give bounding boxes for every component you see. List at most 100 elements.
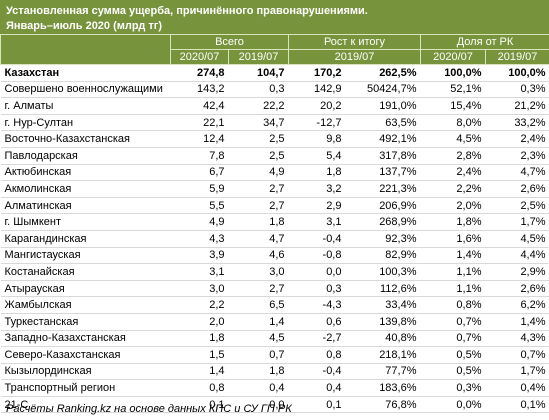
cell: 82,9% — [345, 247, 421, 265]
cell: 4,5 — [228, 330, 289, 348]
group-header: Доля от РК — [419, 34, 549, 50]
cell: 4,3 — [170, 230, 229, 248]
table-row: Алматинская 5,5 2,7 2,9 206,9% 2,0% 2,5% — [0, 197, 549, 215]
row-label: Павлодарская — [0, 147, 171, 165]
cell: 21,2% — [485, 97, 549, 115]
cell: 1,5 — [170, 346, 229, 364]
table-row: 21-С 0,1 0,0 0,1 76,8% 0,0% 0,1% — [0, 396, 549, 414]
table-row: Актюбинская 6,7 4,9 1,8 137,7% 2,4% 4,7% — [0, 164, 549, 182]
cell: 4,5% — [485, 230, 549, 248]
cell: 2,3% — [485, 147, 549, 165]
cell: 4,7 — [228, 230, 289, 248]
cell: 2,2% — [420, 180, 486, 198]
cell: 1,8 — [288, 164, 346, 182]
cell: 0,3 — [228, 81, 289, 99]
cell: 0,1 — [288, 396, 346, 414]
cell: 4,5% — [420, 130, 486, 148]
table-row: Атырауская 3,0 2,7 0,3 112,6% 1,1% 2,6% — [0, 280, 549, 298]
cell: 2,9% — [485, 263, 549, 281]
row-label: Восточно-Казахстанская — [0, 130, 171, 148]
cell: 77,7% — [345, 363, 421, 381]
table-row: Северо-Казахстанская 1,5 0,7 0,8 218,1% 0,5% 0… — [0, 346, 549, 364]
cell: 191,0% — [345, 97, 421, 115]
subheader: 2019/07 — [228, 49, 289, 65]
row-label: Совершено военнослужащими — [0, 81, 171, 99]
cell: 22,1 — [170, 114, 229, 132]
cell: 1,8 — [228, 363, 289, 381]
cell: 1,1% — [420, 263, 486, 281]
subheader: 2019/07 — [288, 49, 421, 65]
row-label: Алматинская — [0, 197, 171, 215]
cell: 6,5 — [228, 296, 289, 314]
cell: 262,5% — [345, 64, 421, 82]
cell: 0,7% — [485, 346, 549, 364]
cell: 5,9 — [170, 180, 229, 198]
cell: 6,7 — [170, 164, 229, 182]
table-row: Мангистауская 3,9 4,6 -0,8 82,9% 1,4% 4,4% — [0, 247, 549, 265]
cell: 0,4 — [228, 379, 289, 397]
header-cell — [0, 34, 171, 65]
footer: Расчёты Ranking.kz на основе данных КПС … — [6, 403, 292, 415]
cell: 0,7% — [420, 330, 486, 348]
cell: 3,1 — [170, 263, 229, 281]
cell: 4,6 — [228, 247, 289, 265]
cell: 40,8% — [345, 330, 421, 348]
cell: 100,0% — [485, 64, 549, 82]
data-table: Всего Рост к итогу Доля от РК 2020/07 2019/0… — [0, 34, 549, 414]
row-label: Жамбылская — [0, 296, 171, 314]
cell: 2,5% — [485, 197, 549, 215]
cell: 0,3 — [288, 280, 346, 298]
cell: 1,7% — [485, 363, 549, 381]
cell: 3,1 — [288, 213, 346, 231]
cell: 4,3% — [485, 330, 549, 348]
cell: 0,7 — [228, 346, 289, 364]
subtitle: Январь–июль 2020 (млрд тг) — [6, 20, 163, 32]
cell: 492,1% — [345, 130, 421, 148]
cell: 8,0% — [420, 114, 486, 132]
cell: 3,0 — [228, 263, 289, 281]
cell: 2,5 — [228, 130, 289, 148]
table-row: Казахстан 274,8 104,7 170,2 262,5% 100,0% 100,… — [0, 64, 549, 82]
row-label: Мангистауская — [0, 247, 171, 265]
table-row: г. Шымкент 4,9 1,8 3,1 268,9% 1,8% 1,7% — [0, 213, 549, 231]
cell: 4,4% — [485, 247, 549, 265]
cell: 6,2% — [485, 296, 549, 314]
cell: 170,2 — [288, 64, 346, 82]
cell: 268,9% — [345, 213, 421, 231]
header-row: 2020/07 2019/07 2019/07 2020/07 2019/07 — [1, 49, 549, 65]
table-row: Акмолинская 5,9 2,7 3,2 221,3% 2,2% 2,6% — [0, 180, 549, 198]
table-row: Совершено военнослужащими 143,2 0,3 142,9 50… — [0, 81, 549, 99]
cell: 2,7 — [228, 197, 289, 215]
cell: 104,7 — [228, 64, 289, 82]
group-header: Всего — [170, 34, 289, 50]
cell: 0,7% — [420, 313, 486, 331]
row-label: Северо-Казахстанская — [0, 346, 171, 364]
table-row: Западно-Казахстанская 1,8 4,5 -2,7 40,8% 0,7%… — [0, 330, 549, 348]
cell: 4,9 — [228, 164, 289, 182]
cell: 2,5 — [228, 147, 289, 165]
cell: 2,6% — [485, 280, 549, 298]
cell: 2,7 — [228, 280, 289, 298]
cell: 4,9 — [170, 213, 229, 231]
cell: -0,4 — [288, 363, 346, 381]
row-label: Акмолинская — [0, 180, 171, 198]
table-row: Кызылординская 1,4 1,8 -0,4 77,7% 0,5% 1,7% — [0, 363, 549, 381]
cell: 4,7% — [485, 164, 549, 182]
cell: 2,0% — [420, 197, 486, 215]
cell: 5,4 — [288, 147, 346, 165]
cell: 1,1% — [420, 280, 486, 298]
cell: 2,8% — [420, 147, 486, 165]
row-label: Казахстан — [0, 64, 171, 82]
cell: 221,3% — [345, 180, 421, 198]
cell: -4,3 — [288, 296, 346, 314]
cell: 3,0 — [170, 280, 229, 298]
row-label: г. Алматы — [0, 97, 171, 115]
cell: 33,4% — [345, 296, 421, 314]
row-label: Транспортный регион — [0, 379, 171, 397]
cell: 2,4% — [485, 130, 549, 148]
cell: 12,4 — [170, 130, 229, 148]
cell: 33,2% — [485, 114, 549, 132]
cell: 317,8% — [345, 147, 421, 165]
cell: 0,8% — [420, 296, 486, 314]
subheader: 2020/07 — [170, 49, 229, 65]
